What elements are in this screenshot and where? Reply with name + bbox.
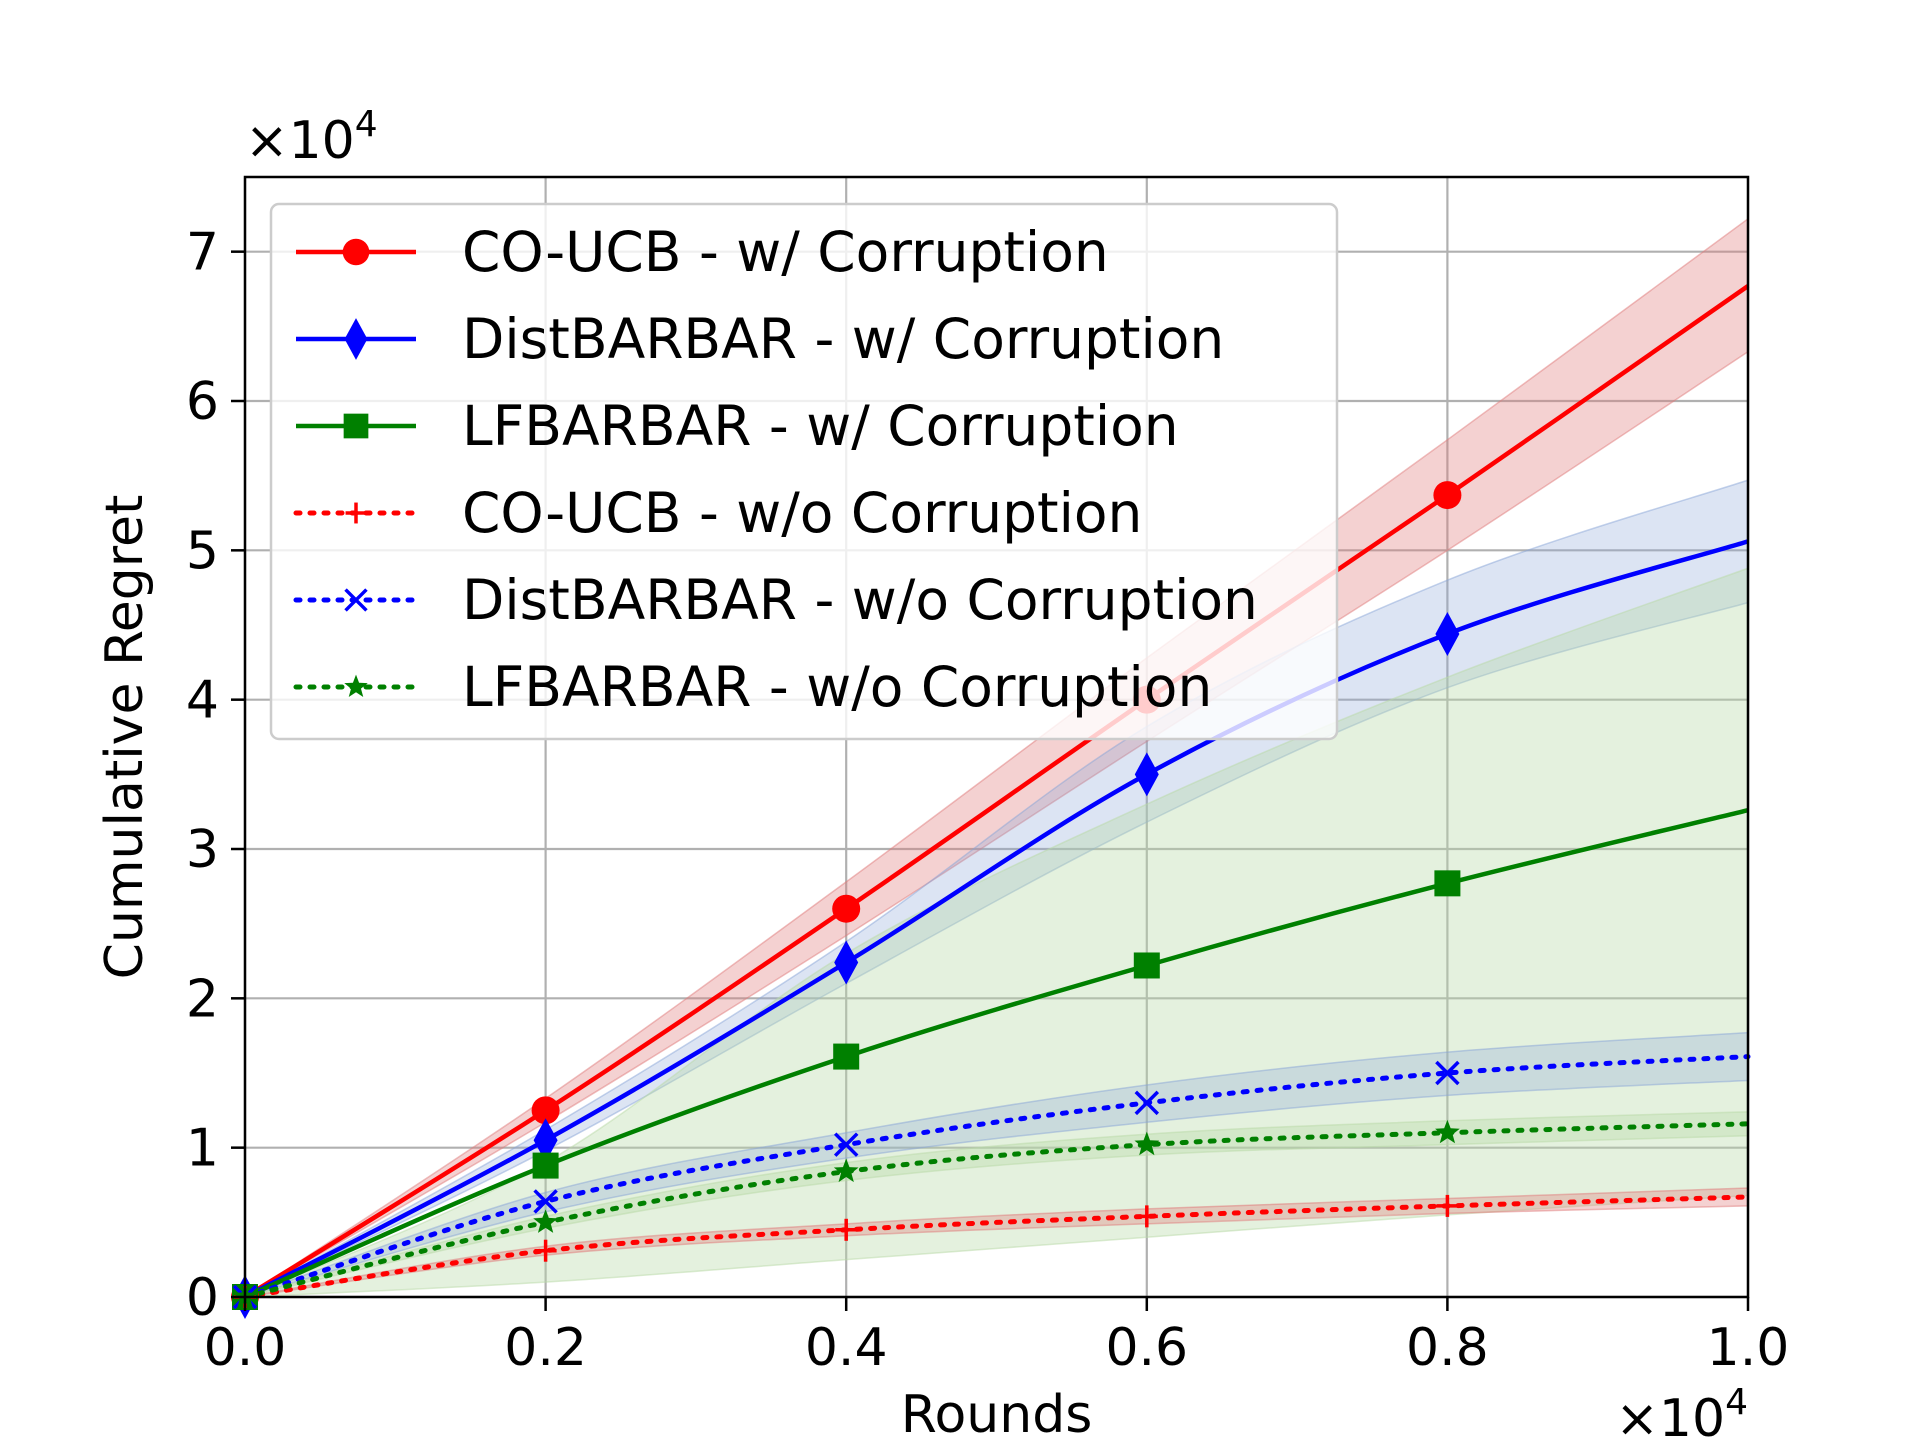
marker-co-ucb-w-corruption-2 bbox=[832, 894, 861, 923]
confidence-bands bbox=[244, 217, 1749, 1298]
x-tick-label-3: 0.6 bbox=[1105, 1318, 1188, 1378]
line-co-ucb-w-corruption bbox=[243, 284, 1750, 1299]
line-co-ucb-w-o-corruption bbox=[242, 1194, 1751, 1300]
y-tick-label-7: 7 bbox=[186, 223, 219, 283]
x-axis-multiplier: ×104 bbox=[1615, 1382, 1748, 1440]
marker-lfbarbar-w-corruption-1 bbox=[532, 1152, 559, 1179]
marker-co-ucb-w-o-corruption-4 bbox=[1436, 1194, 1459, 1217]
plot-frame bbox=[243, 175, 1750, 1299]
legend-label-0: CO-UCB - w/ Corruption bbox=[462, 220, 1109, 284]
line-lfbarbar-w-corruption bbox=[244, 807, 1749, 1300]
marker-lfbarbar-w-corruption-2 bbox=[833, 1043, 860, 1070]
legend-label-1: DistBARBAR - w/ Corruption bbox=[462, 307, 1224, 371]
series-lines bbox=[242, 284, 1751, 1300]
marker-distbarbar-w-o-corruption-1 bbox=[533, 1189, 558, 1214]
legend-marker-2 bbox=[343, 413, 369, 439]
y-axis-multiplier: ×104 bbox=[245, 104, 378, 171]
legend-label-2: LFBARBAR - w/ Corruption bbox=[462, 394, 1179, 458]
legend-label-4: DistBARBAR - w/o Corruption bbox=[462, 568, 1258, 632]
x-tick-label-5: 1.0 bbox=[1707, 1318, 1790, 1378]
legend-marker-5 bbox=[344, 674, 368, 697]
x-multiplier-exp: 4 bbox=[1725, 1382, 1748, 1423]
x-tick-label-1: 0.2 bbox=[504, 1318, 587, 1378]
y-tick-label-1: 1 bbox=[186, 1119, 219, 1179]
line-lfbarbar-w-o-corruption bbox=[242, 1121, 1751, 1300]
marker-distbarbar-w-o-corruption-4 bbox=[1435, 1060, 1460, 1086]
legend-item-lfbarbar-w-corruption: LFBARBAR - w/ Corruption bbox=[296, 394, 1179, 458]
legend-marker-4 bbox=[344, 588, 368, 612]
y-tick-label-0: 0 bbox=[186, 1268, 219, 1328]
marker-lfbarbar-w-o-corruption-2 bbox=[833, 1158, 859, 1183]
legend-marker-3 bbox=[345, 502, 367, 524]
legend-item-co-ucb-w-o-corruption: CO-UCB - w/o Corruption bbox=[293, 481, 1142, 545]
legend-marker-1 bbox=[344, 318, 368, 360]
y-tick-label-6: 6 bbox=[186, 372, 219, 432]
marker-lfbarbar-w-corruption-3 bbox=[1133, 952, 1160, 979]
line-distbarbar-w-corruption bbox=[243, 539, 1749, 1299]
x-axis-ticks: 0.0 0.2 0.4 0.6 0.8 1.0 bbox=[204, 1297, 1790, 1378]
marker-distbarbar-w-o-corruption-3 bbox=[1134, 1090, 1160, 1116]
marker-distbarbar-w-corruption-3 bbox=[1134, 752, 1159, 797]
y-axis-ticks: 0 1 2 3 4 5 6 7 bbox=[186, 223, 245, 1328]
legend-item-co-ucb-w-corruption: CO-UCB - w/ Corruption bbox=[296, 220, 1109, 284]
marker-co-ucb-w-corruption-4 bbox=[1433, 481, 1462, 510]
marker-distbarbar-w-corruption-4 bbox=[1435, 611, 1460, 656]
marker-lfbarbar-w-corruption-4 bbox=[1434, 870, 1461, 897]
legend-label-5: LFBARBAR - w/o Corruption bbox=[462, 655, 1212, 719]
marker-co-ucb-w-o-corruption-1 bbox=[534, 1239, 557, 1262]
x-tick-label-4: 0.8 bbox=[1406, 1318, 1489, 1378]
legend-item-lfbarbar-w-o-corruption: LFBARBAR - w/o Corruption bbox=[293, 655, 1212, 719]
marker-co-ucb-w-o-corruption-3 bbox=[1135, 1205, 1158, 1228]
line-distbarbar-w-o-corruption bbox=[242, 1054, 1751, 1300]
marker-distbarbar-w-o-corruption-2 bbox=[833, 1132, 859, 1157]
legend: CO-UCB - w/ Corruption DistBARBAR - w/ Co… bbox=[269, 202, 1339, 741]
marker-co-ucb-w-corruption-1 bbox=[531, 1096, 560, 1125]
marker-lfbarbar-w-o-corruption-3 bbox=[1134, 1131, 1160, 1156]
x-axis-label: Rounds bbox=[901, 1385, 1093, 1440]
legend-marker-0 bbox=[342, 238, 370, 266]
x-multiplier-base: ×10 bbox=[1615, 1389, 1725, 1440]
x-tick-label-0: 0.0 bbox=[204, 1318, 287, 1378]
marker-co-ucb-w-o-corruption-2 bbox=[835, 1218, 858, 1241]
legend-box bbox=[269, 202, 1339, 741]
y-axis-label: Cumulative Regret bbox=[95, 495, 155, 980]
marker-distbarbar-w-corruption-1 bbox=[533, 1118, 558, 1163]
marker-distbarbar-w-corruption-2 bbox=[834, 940, 859, 985]
y-tick-label-4: 4 bbox=[186, 671, 219, 731]
band-co-ucb-w-corruption bbox=[244, 217, 1749, 1298]
y-tick-label-2: 2 bbox=[186, 969, 219, 1029]
y-tick-label-5: 5 bbox=[186, 521, 219, 581]
marker-lfbarbar-w-o-corruption-1 bbox=[533, 1209, 558, 1233]
marker-lfbarbar-w-o-corruption-4 bbox=[1435, 1119, 1460, 1144]
y-multiplier-exp: 4 bbox=[355, 104, 378, 145]
legend-item-distbarbar-w-corruption: DistBARBAR - w/ Corruption bbox=[296, 307, 1224, 371]
y-multiplier-base: ×10 bbox=[245, 111, 355, 171]
y-tick-label-3: 3 bbox=[186, 820, 219, 880]
x-tick-label-2: 0.4 bbox=[805, 1318, 888, 1378]
legend-label-3: CO-UCB - w/o Corruption bbox=[462, 481, 1142, 545]
legend-item-distbarbar-w-o-corruption: DistBARBAR - w/o Corruption bbox=[293, 568, 1258, 632]
